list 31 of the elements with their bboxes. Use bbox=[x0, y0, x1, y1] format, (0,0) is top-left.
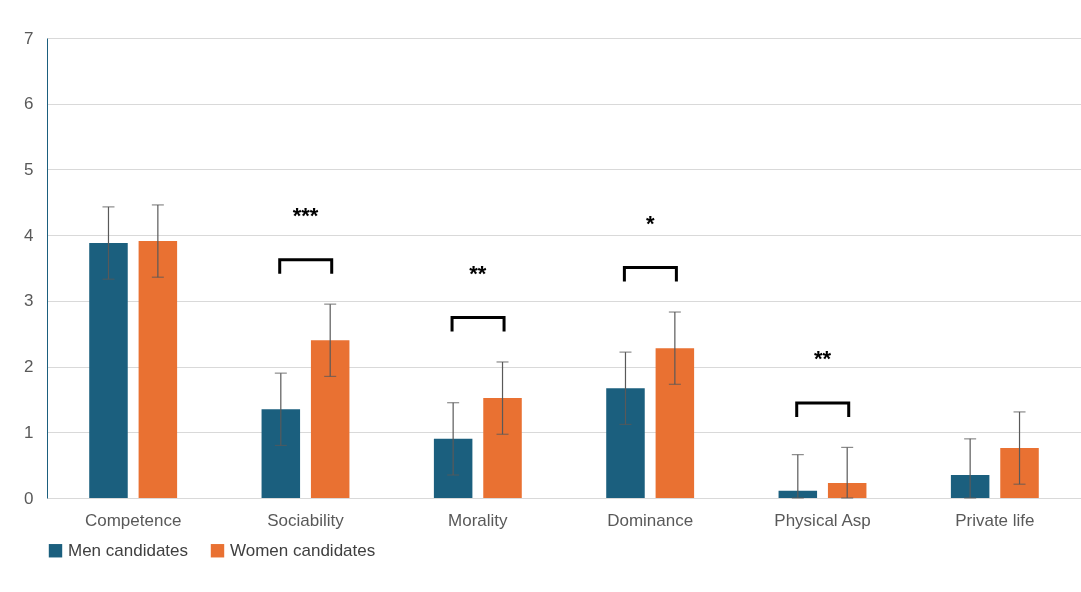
x-tick-label: Physical Asp bbox=[774, 510, 871, 530]
y-tick-label: 4 bbox=[24, 225, 34, 245]
bar bbox=[310, 340, 350, 498]
y-tick-label: 6 bbox=[24, 94, 34, 114]
x-tick-label: Morality bbox=[448, 510, 509, 530]
legend-label: Women candidates bbox=[230, 540, 376, 560]
x-tick-label: Competence bbox=[84, 510, 182, 530]
bar bbox=[138, 241, 178, 498]
bar bbox=[89, 243, 128, 498]
annotation: * bbox=[645, 211, 655, 237]
bar bbox=[950, 475, 990, 498]
annotation: *** bbox=[292, 203, 319, 229]
legend-label: Men candidates bbox=[68, 540, 189, 560]
x-tick-label: Sociability bbox=[267, 510, 345, 530]
x-tick-label: Dominance bbox=[607, 510, 694, 530]
bar bbox=[655, 348, 695, 498]
y-tick-label: 2 bbox=[24, 357, 34, 377]
bar bbox=[1000, 448, 1039, 498]
y-tick-label: 3 bbox=[24, 291, 34, 311]
y-tick-label: 0 bbox=[24, 488, 34, 508]
y-tick-label: 5 bbox=[24, 159, 34, 179]
bar bbox=[606, 388, 645, 498]
y-tick-label: 1 bbox=[24, 422, 34, 442]
x-tick-label: Private life bbox=[955, 510, 1035, 530]
bar bbox=[483, 398, 522, 498]
bar bbox=[261, 409, 301, 498]
bar bbox=[827, 482, 867, 498]
y-tick-label: 7 bbox=[24, 28, 34, 48]
annotation: ** bbox=[469, 260, 487, 286]
annotation: ** bbox=[813, 346, 832, 372]
bar bbox=[433, 438, 473, 498]
